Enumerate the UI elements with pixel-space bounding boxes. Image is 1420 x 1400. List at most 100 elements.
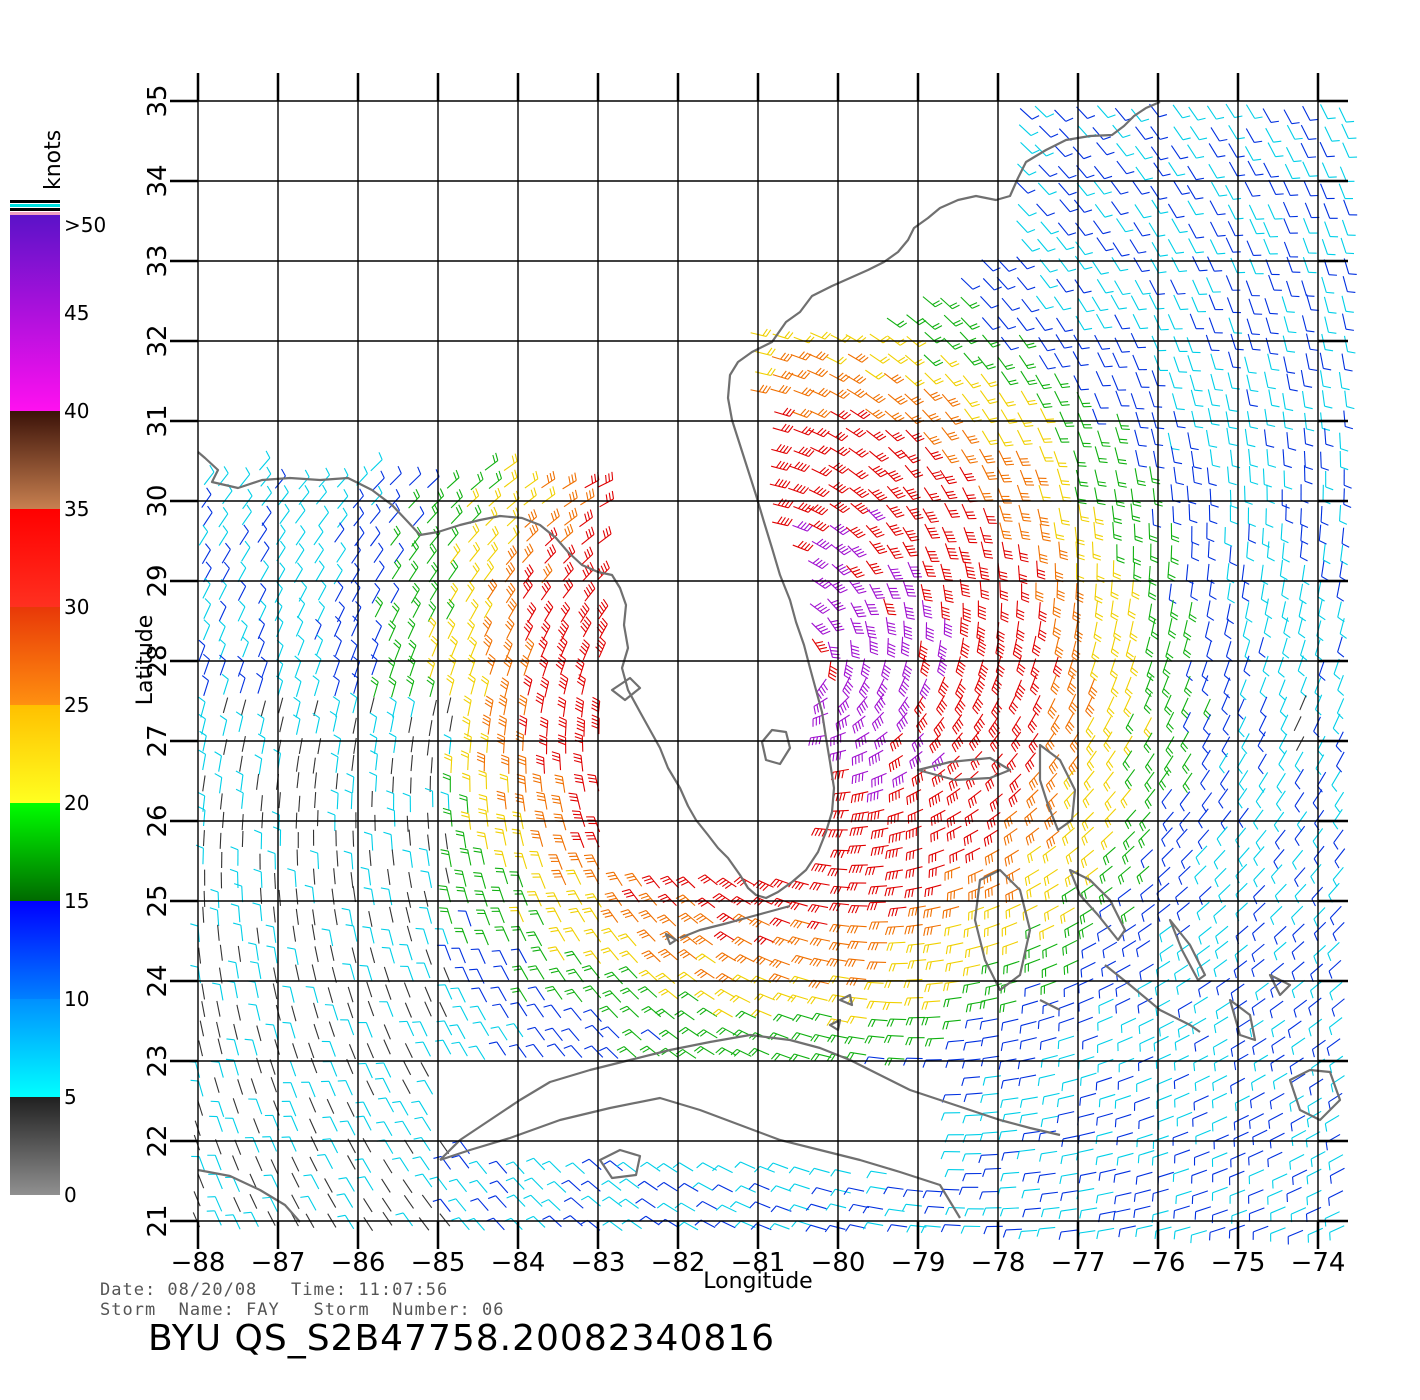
wind-barb xyxy=(1047,698,1057,719)
wind-barb xyxy=(1116,1132,1134,1146)
wind-barb xyxy=(308,1042,315,1059)
wind-barb xyxy=(432,1198,451,1213)
wind-barb xyxy=(1144,676,1154,698)
wind-barb xyxy=(581,526,595,545)
wind-barb xyxy=(294,655,302,677)
wind-barb xyxy=(1065,713,1075,735)
wind-barb xyxy=(1209,239,1226,255)
wind-barb xyxy=(261,812,264,829)
wind-barb xyxy=(656,914,677,927)
wind-barb xyxy=(202,619,211,641)
wind-barb xyxy=(1021,583,1030,603)
wind-barb xyxy=(1289,1154,1305,1170)
wind-barb xyxy=(237,655,245,677)
wind-barb xyxy=(1224,527,1233,547)
wind-barb xyxy=(560,601,571,623)
wind-barb xyxy=(1139,1036,1155,1052)
wind-barb xyxy=(557,696,567,717)
wind-barb xyxy=(1294,883,1307,904)
wind-barb xyxy=(1150,146,1169,161)
wind-barb xyxy=(977,356,996,370)
wind-barb xyxy=(1268,179,1284,196)
wind-barb xyxy=(1079,1092,1097,1106)
wind-barb xyxy=(279,503,290,525)
y-axis-title: Latitude xyxy=(133,615,158,706)
wind-barb xyxy=(503,453,518,472)
wind-barb xyxy=(486,653,496,675)
wind-barb xyxy=(484,452,499,471)
wind-barb xyxy=(454,927,469,944)
wind-barb xyxy=(337,489,349,509)
wind-barb xyxy=(1094,487,1106,506)
wind-barb xyxy=(1129,620,1138,642)
wind-barb xyxy=(1093,220,1111,235)
wind-barb xyxy=(770,460,792,471)
wind-barb xyxy=(1303,450,1314,471)
wind-barb xyxy=(566,890,583,905)
wind-barb xyxy=(334,909,338,926)
wind-barb xyxy=(904,412,925,425)
wind-barb xyxy=(1116,218,1134,233)
wind-barb xyxy=(982,278,1002,291)
wind-barb xyxy=(918,640,928,661)
wind-barb xyxy=(1313,845,1325,866)
wind-barb xyxy=(1110,636,1119,658)
wind-barb xyxy=(267,1211,276,1226)
wind-barb xyxy=(490,886,505,903)
wind-barb xyxy=(1056,581,1065,602)
wind-barb xyxy=(242,636,249,658)
wind-barb xyxy=(846,882,867,891)
wind-barb xyxy=(1111,201,1129,216)
wind-barb xyxy=(239,524,249,546)
wind-barb xyxy=(199,730,207,752)
lat-tick-label: 22 xyxy=(143,1124,173,1157)
yucatan xyxy=(197,1168,301,1223)
wind-barb xyxy=(888,830,906,844)
wind-barb xyxy=(363,831,374,851)
wind-barb xyxy=(235,788,244,809)
wind-barb xyxy=(513,890,528,906)
wind-barb xyxy=(567,852,583,868)
wind-barb xyxy=(381,946,395,964)
wind-barb xyxy=(1093,621,1102,643)
wind-barb xyxy=(754,1165,775,1173)
wind-barb xyxy=(293,562,303,584)
wind-barb xyxy=(446,598,455,620)
wind-barb xyxy=(291,1156,300,1172)
wind-barb xyxy=(1039,924,1055,941)
wind-barb xyxy=(1267,1151,1283,1168)
wind-barb xyxy=(1291,941,1305,960)
wind-barb xyxy=(260,656,268,678)
wind-barb xyxy=(829,902,850,912)
wind-barb xyxy=(1211,1209,1228,1224)
wind-barb xyxy=(1190,450,1202,470)
lat-tick-label: 24 xyxy=(143,964,173,997)
colorbar-cap-stripe xyxy=(10,208,60,211)
wind-barb xyxy=(811,466,833,477)
wind-barb xyxy=(811,827,832,837)
wind-barb xyxy=(1150,428,1164,447)
wind-barb xyxy=(1157,866,1171,886)
wind-barb xyxy=(476,751,486,772)
wind-barb xyxy=(1297,617,1306,639)
wind-barb xyxy=(541,470,556,489)
wind-barb xyxy=(1130,655,1139,677)
wind-barb xyxy=(471,987,488,1003)
wind-barb xyxy=(1245,128,1263,143)
wind-barb xyxy=(1071,640,1081,662)
wind-barb xyxy=(1206,277,1221,293)
wind-barb xyxy=(1268,1112,1284,1129)
wind-barb xyxy=(237,600,246,622)
wind-barb xyxy=(580,488,595,506)
wind-barb xyxy=(503,638,513,660)
wind-barb xyxy=(962,375,982,389)
wind-barb xyxy=(1158,1020,1174,1037)
wind-barb xyxy=(1104,808,1117,828)
wind-barb xyxy=(748,1047,770,1056)
wind-barb xyxy=(1191,1169,1208,1184)
wind-barb xyxy=(1094,393,1109,409)
wind-barb xyxy=(752,880,774,892)
wind-barb xyxy=(1200,769,1210,791)
wind-barb xyxy=(919,678,931,700)
wind-barb xyxy=(1228,317,1243,334)
